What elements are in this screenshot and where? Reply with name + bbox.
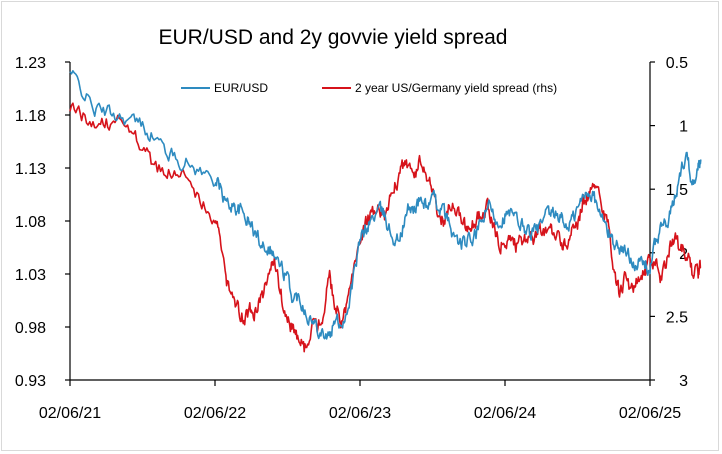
- y-right-tick-label: 0.5: [666, 55, 688, 72]
- y-left-tick-label: 1.03: [15, 267, 46, 284]
- y-right-tick-label: 1: [679, 119, 688, 136]
- series-group: [69, 70, 702, 353]
- axes: 1.231.181.131.081.030.980.930.511.522.53…: [15, 55, 688, 422]
- y-left-tick-label: 0.93: [15, 373, 46, 390]
- chart-title: EUR/USD and 2y govvie yield spread: [158, 26, 507, 49]
- y-left-tick-label: 1.18: [15, 108, 46, 125]
- x-tick-label: 02/06/25: [619, 405, 681, 422]
- legend-label-eurusd: EUR/USD: [214, 81, 268, 95]
- y-right-tick-label: 2: [679, 246, 688, 263]
- y-left-tick-label: 1.08: [15, 214, 46, 231]
- y-left-tick-label: 1.23: [15, 55, 46, 72]
- y-left-tick-label: 0.98: [15, 320, 46, 337]
- series-line-spread: [69, 102, 702, 353]
- series-line-eurusd: [69, 70, 702, 340]
- x-tick-label: 02/06/23: [329, 405, 391, 422]
- legend-label-spread: 2 year US/Germany yield spread (rhs): [355, 81, 557, 95]
- x-tick-label: 02/06/22: [184, 405, 246, 422]
- y-right-tick-label: 3: [679, 373, 688, 390]
- y-right-tick-label: 2.5: [666, 309, 688, 326]
- x-tick-label: 02/06/21: [39, 405, 101, 422]
- y-left-tick-label: 1.13: [15, 161, 46, 178]
- legend: EUR/USD 2 year US/Germany yield spread (…: [181, 81, 557, 95]
- x-tick-label: 02/06/24: [474, 405, 536, 422]
